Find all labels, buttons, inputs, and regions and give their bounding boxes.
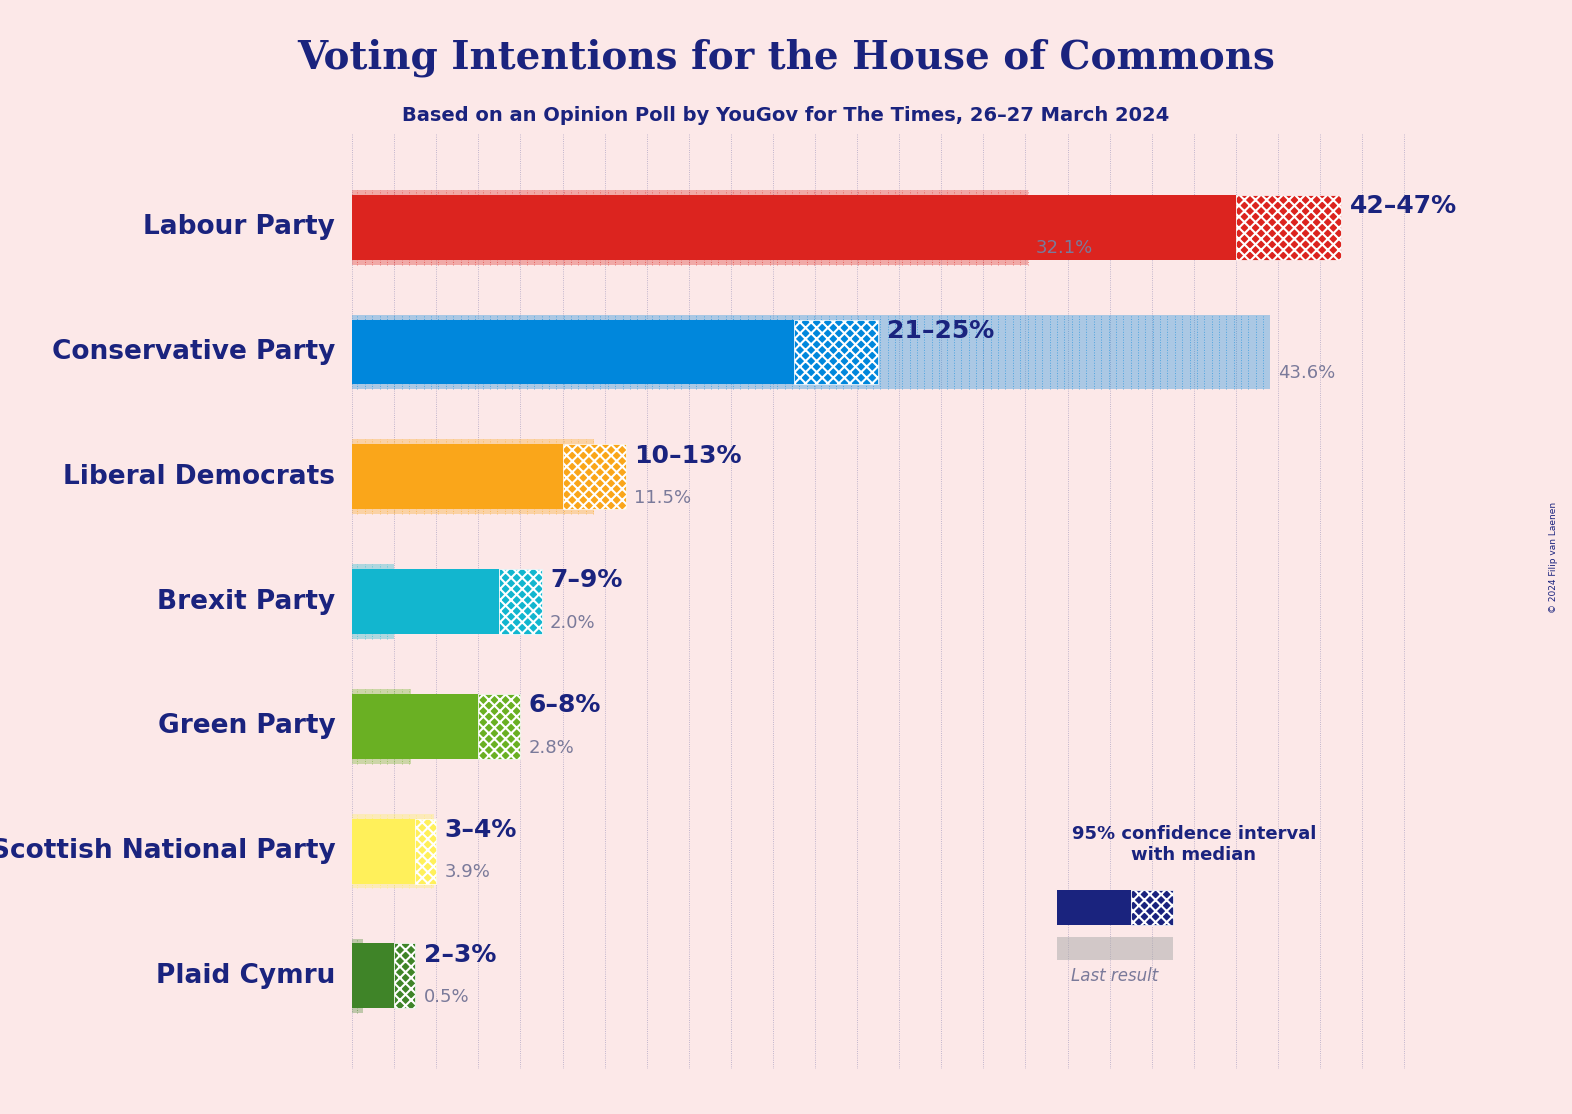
Bar bbox=[352, 939, 363, 1013]
Bar bbox=[500, 569, 541, 634]
Text: 42–47%: 42–47% bbox=[1349, 194, 1457, 218]
Text: 2.8%: 2.8% bbox=[528, 739, 575, 756]
Text: 3–4%: 3–4% bbox=[445, 818, 517, 842]
Text: 11.5%: 11.5% bbox=[634, 489, 692, 507]
Text: 0.5%: 0.5% bbox=[424, 988, 470, 1006]
Bar bbox=[1056, 890, 1130, 925]
Text: Last result: Last result bbox=[1071, 967, 1159, 985]
Text: 95% confidence interval
with median: 95% confidence interval with median bbox=[1072, 825, 1316, 864]
Bar bbox=[352, 944, 395, 1008]
Text: Brexit Party: Brexit Party bbox=[157, 588, 335, 615]
Bar bbox=[563, 444, 626, 509]
Text: 10–13%: 10–13% bbox=[634, 443, 742, 468]
Bar bbox=[794, 320, 879, 384]
Text: 43.6%: 43.6% bbox=[1278, 364, 1335, 382]
Text: Green Party: Green Party bbox=[157, 713, 335, 740]
Bar bbox=[1056, 937, 1173, 959]
Text: Plaid Cymru: Plaid Cymru bbox=[156, 962, 335, 989]
Text: 2.0%: 2.0% bbox=[550, 614, 596, 632]
Text: Based on an Opinion Poll by YouGov for The Times, 26–27 March 2024: Based on an Opinion Poll by YouGov for T… bbox=[402, 106, 1170, 125]
Bar bbox=[352, 690, 410, 763]
Text: Voting Intentions for the House of Commons: Voting Intentions for the House of Commo… bbox=[297, 39, 1275, 78]
Text: 7–9%: 7–9% bbox=[550, 568, 623, 593]
Text: 2–3%: 2–3% bbox=[424, 942, 497, 967]
Bar bbox=[415, 819, 437, 883]
Bar bbox=[352, 814, 434, 888]
Text: Liberal Democrats: Liberal Democrats bbox=[63, 463, 335, 490]
Text: 32.1%: 32.1% bbox=[1036, 240, 1093, 257]
Bar bbox=[352, 440, 594, 514]
Text: © 2024 Filip van Laenen: © 2024 Filip van Laenen bbox=[1548, 501, 1558, 613]
Bar bbox=[352, 190, 1028, 264]
Bar bbox=[352, 569, 500, 634]
Bar bbox=[1130, 890, 1173, 925]
Text: 6–8%: 6–8% bbox=[528, 693, 601, 717]
Bar bbox=[352, 444, 563, 509]
Bar bbox=[1236, 195, 1341, 260]
Bar bbox=[395, 944, 415, 1008]
Bar bbox=[478, 694, 520, 759]
Bar bbox=[352, 694, 478, 759]
Bar bbox=[352, 315, 1270, 389]
Text: Scottish National Party: Scottish National Party bbox=[0, 838, 335, 864]
Text: Conservative Party: Conservative Party bbox=[52, 339, 335, 365]
Bar bbox=[352, 320, 794, 384]
Bar bbox=[352, 195, 1236, 260]
Text: 3.9%: 3.9% bbox=[445, 863, 490, 881]
Text: 21–25%: 21–25% bbox=[887, 319, 994, 343]
Text: Labour Party: Labour Party bbox=[143, 214, 335, 241]
Bar bbox=[352, 819, 415, 883]
Bar bbox=[352, 565, 395, 638]
